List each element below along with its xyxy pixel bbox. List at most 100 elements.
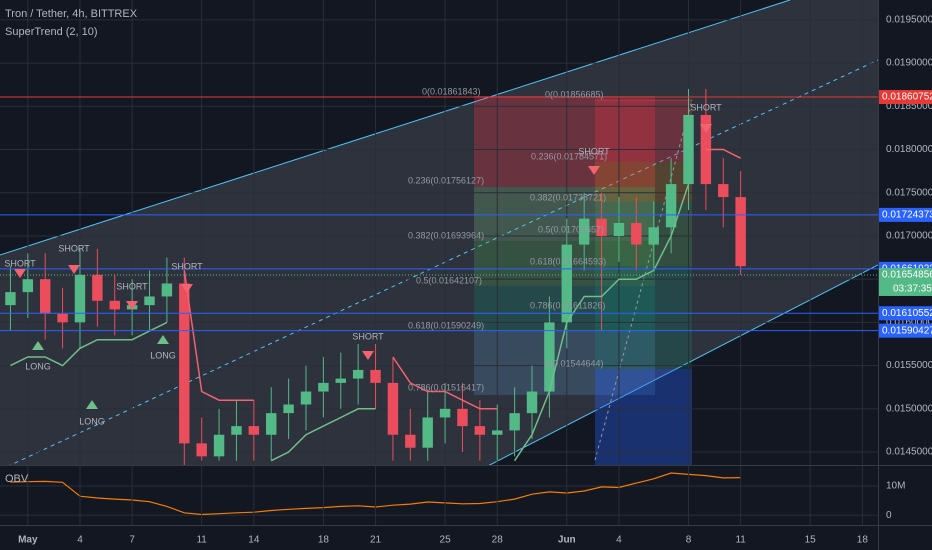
y-tick-label: 0.01450000 xyxy=(886,447,932,458)
obv-title: OBV xyxy=(5,473,29,485)
last-price-bg xyxy=(879,267,932,296)
long-label: LONG xyxy=(79,416,105,426)
candle-body xyxy=(578,218,590,245)
short-arrow xyxy=(181,284,193,293)
short-label: SHORT xyxy=(58,243,90,253)
fib-label: 0.236(0.01756127) xyxy=(408,175,484,185)
x-tick-label: 14 xyxy=(248,535,260,546)
level-label-bg xyxy=(879,306,932,321)
candle-body xyxy=(387,382,399,435)
candle-body xyxy=(683,114,694,185)
level-label: 0.01860752 xyxy=(882,92,932,103)
channel-mid xyxy=(9,59,878,465)
x-tick-label: 11 xyxy=(196,535,207,546)
channel-lower xyxy=(488,264,878,465)
candle-body xyxy=(735,197,746,267)
short-arrow xyxy=(700,124,712,133)
level-label: 0.01590427 xyxy=(882,325,932,336)
signals: SHORT SHORT SHORT SHORT SHORT SHORT SHOR… xyxy=(4,102,722,426)
candle-body xyxy=(300,391,312,405)
fib-label: 0.618(0.01664593) xyxy=(530,256,606,266)
fib-zone xyxy=(595,266,692,369)
fib-zone xyxy=(595,100,692,162)
price-pane xyxy=(0,0,878,465)
fib-label: 0.236(0.01784571) xyxy=(531,151,607,161)
long-arrow xyxy=(157,335,169,344)
chart-title: Tron / Tether, 4h, BITTREX xyxy=(5,8,138,20)
long-arrow xyxy=(86,400,98,409)
candle-body xyxy=(57,313,68,323)
candle-body xyxy=(526,391,538,414)
x-tick-label: 21 xyxy=(370,535,382,546)
long-arrow xyxy=(32,341,44,350)
long-label: LONG xyxy=(150,350,176,360)
candle-body xyxy=(700,114,712,185)
candle-body xyxy=(613,222,625,236)
fib-zone xyxy=(474,331,655,395)
candle-body xyxy=(352,369,364,379)
candle-body xyxy=(492,430,503,435)
candle-body xyxy=(92,274,103,301)
indicator-name: SuperTrend (2, 10) xyxy=(5,26,98,38)
candle-body xyxy=(22,279,34,293)
level-label: 0.01610552 xyxy=(882,308,932,319)
level-label: 0.01724373 xyxy=(882,210,932,221)
level-label-bg xyxy=(879,323,932,338)
short-label: SHORT xyxy=(116,281,148,291)
short-label: SHORT xyxy=(171,261,203,271)
candle-body xyxy=(596,218,607,236)
fib-label: 0(0.01861843) xyxy=(422,86,481,96)
x-tick-label: 25 xyxy=(440,535,452,546)
fib-labels: 0(0.01861843) 0.236(0.01756127) 0.382(0.… xyxy=(408,86,607,392)
channel-fill xyxy=(0,0,878,465)
fib-label: 0.382(0.01738721) xyxy=(530,192,606,202)
candle-body xyxy=(39,279,51,314)
x-tick-label: 18 xyxy=(318,535,330,546)
candle-body xyxy=(474,426,486,435)
candle-body xyxy=(544,322,555,392)
fib-label: 0(0.01856685) xyxy=(545,89,604,99)
level-label-bg xyxy=(879,90,932,105)
short-label: SHORT xyxy=(578,146,610,156)
fib-trend xyxy=(594,99,693,461)
x-tick-label: 7 xyxy=(129,535,135,546)
candle-body xyxy=(196,443,207,457)
fib-zone xyxy=(595,162,692,202)
short-label: SHORT xyxy=(4,258,36,268)
fib-label: 0.786(0.01516417) xyxy=(408,382,484,392)
candle-body xyxy=(457,408,468,427)
x-tick-label: May xyxy=(18,535,38,546)
x-tick-label: 8 xyxy=(686,535,692,546)
candle-body xyxy=(179,283,190,444)
candle-body xyxy=(144,296,155,306)
x-tick-label: 28 xyxy=(492,535,504,546)
fib-label: 0.382(0.01693964) xyxy=(408,230,484,240)
fib-label: 0.786(0.01611826) xyxy=(530,300,605,310)
candle-body xyxy=(370,369,381,383)
fib-label: 1(0.01544644) xyxy=(545,358,604,368)
x-tick-label: 4 xyxy=(77,535,83,546)
candle-body xyxy=(74,274,86,323)
candle-body xyxy=(422,417,433,448)
countdown: 03:37:35 xyxy=(893,284,932,295)
short-arrow xyxy=(126,301,138,310)
x-tick-label: 18 xyxy=(857,535,869,546)
candle-body xyxy=(561,244,573,323)
fib-zone xyxy=(474,96,655,187)
candle-body xyxy=(718,184,729,198)
candle-body xyxy=(439,408,451,418)
x-tick-label: 4 xyxy=(616,535,622,546)
candle-body xyxy=(5,292,16,306)
series-line xyxy=(183,148,741,410)
